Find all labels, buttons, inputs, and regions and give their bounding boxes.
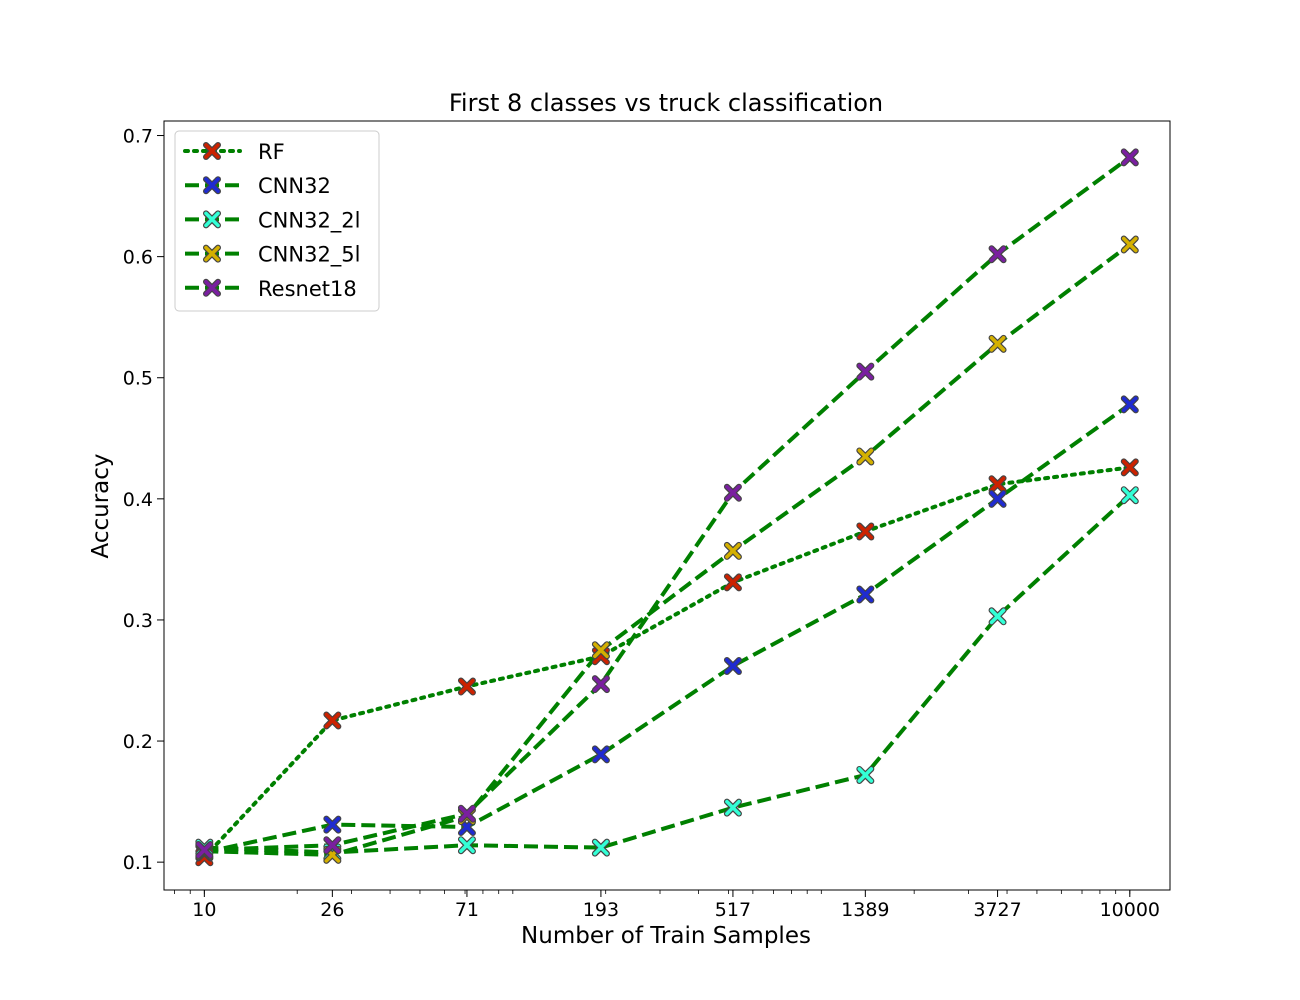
series-line [204, 242, 1132, 857]
data-point [1120, 458, 1139, 477]
data-point [988, 489, 1007, 508]
x-axis: 10 26 71 193 517 1389 3727 10000 [174, 890, 1160, 921]
y-tick-label: 0.2 [123, 731, 153, 753]
legend-label: Resnet18 [258, 277, 357, 301]
data-point [457, 804, 476, 823]
y-tick-label: 0.7 [123, 126, 153, 148]
legend-label: RF [258, 140, 285, 164]
series-line [203, 402, 1131, 855]
x-tick-label: 71 [455, 899, 479, 921]
data-point [323, 711, 342, 730]
series-line [204, 155, 1131, 852]
data-point [988, 245, 1007, 264]
data-point [723, 483, 742, 502]
data-point [723, 573, 742, 592]
data-point [723, 798, 742, 817]
data-point [856, 362, 875, 381]
x-tick-label: 26 [320, 899, 344, 921]
legend-marker [203, 210, 221, 229]
data-point [856, 522, 875, 541]
y-tick-label: 0.6 [123, 247, 153, 269]
y-tick-label: 0.1 [123, 852, 153, 874]
data-point [988, 334, 1007, 353]
legend-frame [174, 130, 380, 312]
x-axis-label: Number of Train Samples [521, 923, 811, 949]
data-point [591, 675, 610, 694]
series-line [202, 465, 1132, 860]
y-axis-label: Accuracy [88, 453, 114, 558]
x-tick-label: 1389 [841, 899, 889, 921]
data-point [1120, 148, 1139, 167]
legend-marker [203, 244, 221, 263]
series-line [204, 493, 1132, 855]
x-tick-label: 3727 [973, 899, 1021, 921]
x-tick-label: 517 [715, 899, 751, 921]
x-tick-label: 10000 [1100, 899, 1160, 921]
data-point [457, 836, 476, 855]
y-tick-label: 0.3 [123, 610, 153, 632]
data-point [1120, 395, 1139, 414]
legend: RF CNN32 CNN32_2l CNN32_5l Resnet18 [174, 130, 380, 312]
legend-marker [203, 278, 221, 297]
plot-area-frame [163, 120, 1171, 891]
legend-label: CNN32_2l [258, 208, 361, 233]
data-point [723, 656, 742, 675]
x-tick-label: 193 [583, 899, 619, 921]
data-point [323, 836, 342, 855]
data-point [457, 677, 476, 696]
data-point [591, 641, 610, 660]
y-tick-label: 0.5 [123, 368, 153, 390]
x-tick-label: 10 [192, 899, 216, 921]
y-tick-label: 0.4 [123, 489, 153, 511]
data-point [591, 838, 610, 857]
data-point [195, 841, 214, 860]
series-layer [195, 148, 1139, 867]
chart-title: First 8 classes vs truck classification [449, 89, 883, 117]
legend-marker [203, 142, 221, 160]
data-point [723, 541, 742, 560]
data-point [856, 447, 875, 466]
data-point [856, 765, 875, 784]
data-point [988, 475, 1007, 494]
legend-marker [203, 176, 221, 195]
legend-label: CNN32_5l [258, 243, 361, 268]
y-axis: 0.1 0.2 0.3 0.4 0.5 0.6 0.7 [123, 126, 164, 874]
data-point [1120, 486, 1139, 505]
data-point [1120, 235, 1139, 254]
legend-label: CNN32 [258, 174, 331, 198]
data-point [856, 585, 875, 604]
data-point [591, 745, 610, 764]
data-point [988, 607, 1007, 626]
data-point [323, 815, 342, 834]
